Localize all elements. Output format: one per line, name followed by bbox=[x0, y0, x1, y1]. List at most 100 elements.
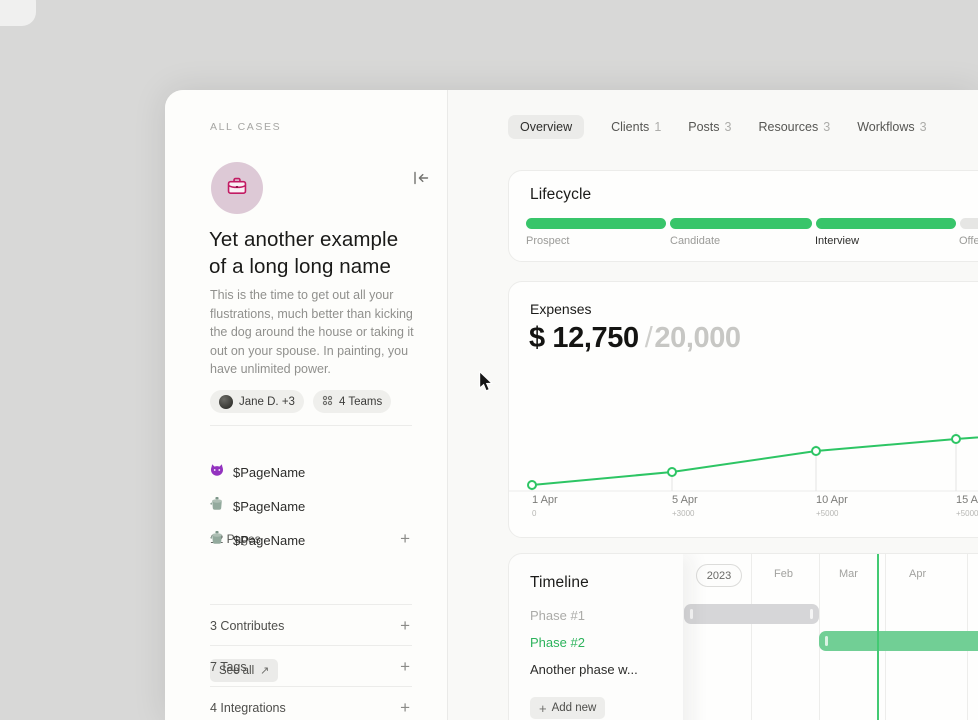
stage-bar-candidate[interactable] bbox=[670, 218, 812, 229]
collapse-left-icon bbox=[412, 171, 430, 189]
owner-badge[interactable]: Jane D. +3 bbox=[210, 390, 304, 413]
x-tick: 10 Apr bbox=[816, 494, 848, 506]
all-cases-label: ALL CASES bbox=[210, 121, 282, 133]
sidebar-item-integrations[interactable]: 4 Integrations + bbox=[210, 699, 412, 716]
teapot-emoji-icon bbox=[210, 497, 224, 515]
phase-item[interactable]: Phase #1 bbox=[530, 608, 585, 623]
tab-bar: Overview Clients 1 Posts 3 Resources 3 W… bbox=[508, 115, 927, 139]
background-window-corner bbox=[0, 0, 36, 26]
page-name: $PageName bbox=[233, 532, 306, 548]
add-contribute-button[interactable]: + bbox=[400, 616, 410, 635]
x-tick-value: +3000 bbox=[672, 509, 695, 518]
phase-item-active[interactable]: Phase #2 bbox=[530, 635, 585, 650]
divider bbox=[210, 686, 412, 687]
app-window: ALL CASES Yet another example of a long … bbox=[165, 90, 978, 720]
stage-label: Candidate bbox=[670, 235, 721, 247]
teams-badge[interactable]: 4 Teams bbox=[312, 390, 392, 413]
integrations-label: 4 Integrations bbox=[210, 700, 286, 715]
divider bbox=[210, 604, 412, 605]
gantt-bar-phase1[interactable] bbox=[684, 604, 819, 624]
add-new-label: Add new bbox=[551, 702, 597, 714]
expenses-card: Expenses $ 12,750/20,000 1 Apr 5 Apr 10 … bbox=[508, 281, 978, 538]
add-integration-button[interactable]: + bbox=[400, 698, 410, 717]
drag-handle[interactable] bbox=[810, 609, 813, 619]
tab-clients[interactable]: Clients 1 bbox=[611, 120, 661, 134]
drag-handle[interactable] bbox=[825, 636, 828, 646]
page-name: $PageName bbox=[233, 498, 306, 514]
x-tick-value: +5000 bbox=[956, 509, 978, 518]
timeline-card: 2023 Feb Mar Apr Timeline Phase #1 Phase… bbox=[508, 553, 978, 720]
tab-resources[interactable]: Resources 3 bbox=[758, 120, 830, 134]
amount-total: 20,000 bbox=[654, 322, 741, 354]
month-label: Mar bbox=[839, 568, 858, 580]
stage-bar-offer[interactable] bbox=[960, 218, 978, 229]
page-row[interactable]: $PageName bbox=[210, 530, 412, 550]
tab-count: 3 bbox=[823, 120, 831, 134]
pages-header-row: 12 Pages + bbox=[210, 530, 412, 547]
drag-handle[interactable] bbox=[690, 609, 693, 619]
grid-line bbox=[751, 554, 752, 720]
year-badge[interactable]: 2023 bbox=[696, 564, 742, 587]
x-tick-value: +5000 bbox=[816, 509, 839, 518]
tab-count: 1 bbox=[654, 120, 662, 134]
tab-label: Resources bbox=[758, 120, 819, 134]
case-title: Yet another example of a long long name bbox=[209, 228, 399, 278]
case-avatar bbox=[211, 162, 263, 214]
pages-header: 12 Pages bbox=[210, 531, 261, 546]
page-row[interactable]: $PageName bbox=[210, 496, 412, 516]
tags-label: 7 Tags bbox=[210, 659, 247, 674]
amount-separator: / bbox=[644, 322, 653, 354]
stage-label: Prospect bbox=[526, 235, 570, 247]
plus-icon: + bbox=[539, 700, 547, 716]
x-tick: 15 Apr bbox=[956, 494, 978, 506]
expenses-amount: $ 12,750/20,000 bbox=[529, 322, 741, 355]
avatar bbox=[219, 394, 233, 409]
x-tick: 1 Apr bbox=[532, 494, 558, 506]
sidebar: ALL CASES Yet another example of a long … bbox=[165, 90, 448, 720]
x-tick: 5 Apr bbox=[672, 494, 698, 506]
month-label: Feb bbox=[774, 568, 793, 580]
briefcase-icon bbox=[224, 173, 250, 204]
gantt-bar-phase2[interactable] bbox=[819, 631, 978, 651]
lifecycle-progress bbox=[526, 218, 978, 229]
tab-count: 3 bbox=[724, 120, 732, 134]
tab-posts[interactable]: Posts 3 bbox=[688, 120, 731, 134]
tab-count: 3 bbox=[919, 120, 927, 134]
stage-bar-prospect[interactable] bbox=[526, 218, 666, 229]
stage-label: Offer bbox=[959, 235, 978, 247]
add-phase-button[interactable]: + Add new bbox=[530, 697, 606, 719]
badge-row: Jane D. +3 4 Teams bbox=[210, 390, 392, 413]
add-page-button[interactable]: + bbox=[400, 529, 410, 548]
tab-label: Posts bbox=[688, 120, 720, 134]
see-all-button[interactable]: See all ↗ bbox=[210, 659, 279, 682]
tab-label: Overview bbox=[520, 120, 573, 134]
page-name: $PageName bbox=[233, 464, 306, 480]
page-row[interactable]: $PageName bbox=[210, 462, 412, 482]
see-all-label: See all bbox=[219, 664, 255, 677]
collapse-sidebar-button[interactable] bbox=[410, 169, 432, 189]
sidebar-item-tags[interactable]: 7 Tags + bbox=[210, 658, 412, 675]
sidebar-item-contributes[interactable]: 3 Contributes + bbox=[210, 617, 412, 634]
tab-label: Clients bbox=[611, 120, 650, 134]
x-tick-value: 0 bbox=[532, 509, 537, 518]
timeline-panel: Timeline Phase #1 Phase #2 Another phase… bbox=[509, 554, 683, 720]
add-tag-button[interactable]: + bbox=[400, 657, 410, 676]
teams-badge-label: 4 Teams bbox=[338, 395, 383, 408]
divider bbox=[210, 645, 412, 646]
teams-grid-icon bbox=[322, 395, 333, 409]
phase-item[interactable]: Another phase w... bbox=[530, 662, 638, 677]
teapot-emoji-icon bbox=[210, 531, 224, 549]
case-description: This is the time to get out all your flu… bbox=[210, 288, 414, 377]
tab-label: Workflows bbox=[857, 120, 915, 134]
tab-workflows[interactable]: Workflows 3 bbox=[857, 120, 926, 134]
divider bbox=[210, 425, 412, 426]
amount-spent: $ 12,750 bbox=[529, 322, 639, 354]
tab-overview[interactable]: Overview bbox=[508, 115, 585, 139]
timeline-title: Timeline bbox=[530, 574, 589, 591]
owner-badge-label: Jane D. +3 bbox=[239, 395, 295, 408]
expenses-title: Expenses bbox=[530, 301, 592, 317]
contributes-label: 3 Contributes bbox=[210, 618, 285, 633]
devil-emoji-icon bbox=[210, 463, 224, 481]
stage-bar-interview[interactable] bbox=[816, 218, 956, 229]
expenses-line-chart bbox=[509, 432, 978, 492]
